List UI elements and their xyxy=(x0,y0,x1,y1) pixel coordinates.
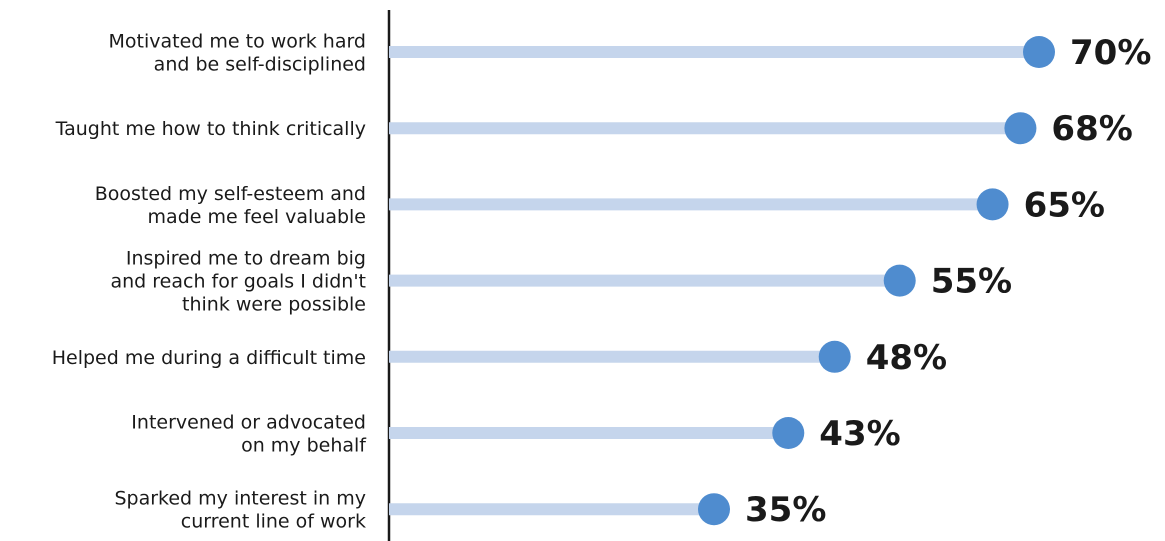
category-label-line: Intervened or advocated xyxy=(131,412,366,434)
value-label: 65% xyxy=(1024,185,1105,225)
lollipop-dot xyxy=(1023,36,1055,68)
value-label: 48% xyxy=(866,338,947,378)
category-label-line: think were possible xyxy=(182,294,366,316)
lollipop-dot xyxy=(698,493,730,526)
category-label-line: on my behalf xyxy=(241,435,367,457)
value-label: 55% xyxy=(931,262,1012,302)
category-label-line: Motivated me to work hard xyxy=(109,31,366,53)
value-label: 68% xyxy=(1051,109,1132,149)
category-label-line: Sparked my interest in my xyxy=(114,488,366,510)
category-label: Intervened or advocated on my behalf xyxy=(131,412,367,457)
category-label: Taught me how to think critically xyxy=(55,118,366,140)
category-label: Sparked my interest in my current line of… xyxy=(114,488,366,533)
category-label-line: current line of work xyxy=(181,511,366,533)
value-label: 35% xyxy=(745,490,826,530)
lollipop-dot xyxy=(976,188,1009,221)
category-label-line: made me feel valuable xyxy=(148,206,366,228)
lollipop-dot xyxy=(1004,112,1037,145)
lollipop-dot xyxy=(818,340,851,373)
category-label-line: Inspired me to dream big xyxy=(126,248,366,270)
category-label: Motivated me to work hard and be self-dis… xyxy=(109,31,366,76)
category-label-line: Boosted my self-esteem and xyxy=(95,183,366,205)
category-label: Boosted my self-esteem and made me feel v… xyxy=(95,183,366,228)
category-label-line: Helped me during a difficult time xyxy=(52,347,366,369)
category-label: Inspired me to dream big and reach for go… xyxy=(110,248,366,316)
value-label: 43% xyxy=(819,414,900,454)
value-label: 70% xyxy=(1070,33,1151,73)
category-label: Helped me during a difficult time xyxy=(52,347,366,369)
category-label-line: Taught me how to think critically xyxy=(55,118,366,140)
category-label-line: and be self-disciplined xyxy=(154,54,366,76)
category-label-line: and reach for goals I didn't xyxy=(110,271,366,293)
lollipop-dot xyxy=(883,264,916,297)
lollipop-dot xyxy=(772,417,805,449)
